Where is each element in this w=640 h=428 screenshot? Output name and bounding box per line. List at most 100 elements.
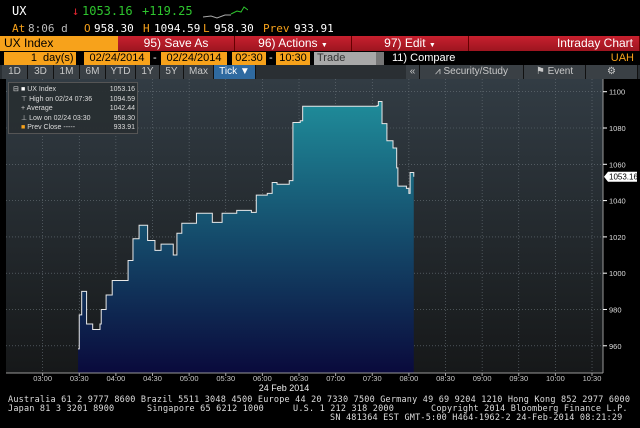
- high-label: H: [143, 22, 150, 35]
- net-change: +119.25: [142, 4, 193, 18]
- range-tabs: 1D 3D 1M 6M YTD 1Y 5Y Max Tick ▼ « ⩘ Sec…: [0, 65, 640, 79]
- settings-button[interactable]: ⚙: [586, 65, 638, 79]
- chart-title: Intraday Chart: [469, 36, 640, 51]
- edit-menu[interactable]: 97) Edit ▼: [352, 36, 469, 51]
- tab-3d[interactable]: 3D: [28, 65, 54, 79]
- actions-menu[interactable]: 96) Actions ▼: [235, 36, 352, 51]
- open-label: O: [84, 22, 91, 35]
- legend-label: Average: [26, 105, 53, 112]
- y-tick-label: 1020: [609, 233, 626, 242]
- legend-row: + Average 1042.44: [21, 104, 135, 113]
- high-value: 1094.59: [154, 22, 201, 35]
- last-price: 1053.16: [82, 4, 133, 18]
- period-input[interactable]: 1: [4, 52, 40, 65]
- currency[interactable]: UAH: [610, 52, 634, 64]
- legend-value: 933.91: [113, 124, 135, 131]
- legend-label: High on 02/24 07:36: [29, 95, 93, 103]
- controls-row: 1 day(s) 02/24/2014 - 02/24/2014 02:30 -…: [0, 52, 640, 65]
- y-tick-label: 1060: [609, 160, 626, 169]
- field-select[interactable]: Trade: [314, 52, 376, 65]
- event-label: Event: [547, 66, 574, 77]
- x-tick-label: 04:30: [143, 374, 162, 383]
- footer-japan: Japan 81 3 3201 8900: [8, 404, 115, 414]
- legend-row: ■ UX Index 1053.16: [21, 85, 135, 94]
- tab-5y[interactable]: 5Y: [160, 65, 184, 79]
- tab-1d[interactable]: 1D: [2, 65, 28, 79]
- prev-label: Prev: [263, 22, 290, 35]
- x-tick-label: 08:30: [436, 374, 455, 383]
- x-tick-label: 10:30: [583, 374, 602, 383]
- at-label: At: [12, 22, 26, 35]
- x-tick-label: 09:00: [473, 374, 492, 383]
- x-tick-label: 05:00: [180, 374, 199, 383]
- compare-button[interactable]: 11) Compare: [392, 52, 456, 64]
- start-time-input[interactable]: 02:30: [232, 52, 266, 65]
- legend-icon: ⊤: [21, 95, 28, 103]
- tab-tick[interactable]: Tick ▼: [214, 65, 256, 79]
- x-tick-label: 03:30: [70, 374, 89, 383]
- tab-ytd[interactable]: YTD: [106, 65, 136, 79]
- y-tick-label: 1100: [609, 88, 625, 97]
- dropdown-icon: ▼: [428, 42, 436, 49]
- tab-max[interactable]: Max: [184, 65, 214, 79]
- legend-label: Low on 02/24 03:30: [29, 114, 91, 122]
- legend-row: ⊤ High on 02/24 07:36 1094.59: [21, 95, 135, 104]
- menu-bar: UX Index 95) Save As 96) Actions ▼ 97) E…: [0, 36, 640, 51]
- legend-icon: ⊥: [21, 114, 28, 122]
- prev-value: 933.91: [294, 22, 334, 35]
- legend-value: 1053.16: [109, 86, 135, 93]
- tab-1m[interactable]: 1M: [54, 65, 80, 79]
- y-tick-label: 1080: [609, 124, 626, 133]
- x-tick-label: 10:00: [546, 374, 565, 383]
- actions-label: 96) Actions: [258, 36, 318, 50]
- security-study-label: Security/Study: [443, 66, 508, 77]
- last-value-label: 1053.16: [609, 173, 638, 182]
- event-button[interactable]: ⚑ Event: [524, 65, 586, 79]
- period-unit[interactable]: day(s): [40, 52, 76, 65]
- down-arrow-icon: ↓: [72, 4, 80, 18]
- x-tick-label: 07:00: [326, 374, 345, 383]
- legend-value: 1042.44: [109, 105, 135, 112]
- y-tick-label: 980: [609, 305, 622, 314]
- x-tick-label: 08:00: [399, 374, 418, 383]
- footer-phones: Australia 61 2 9777 8600 Brazil 5511 304…: [8, 395, 631, 405]
- footer-session: SN 481364 EST GMT-5:00 H464-1962-2 24-Fe…: [330, 413, 623, 423]
- footer-copyright: Copyright 2014 Bloomberg Finance L.P.: [431, 404, 628, 414]
- y-tick-label: 1000: [609, 269, 626, 278]
- gear-icon: ⚙: [607, 66, 616, 77]
- edit-label: 97) Edit: [384, 36, 426, 50]
- tab-1y[interactable]: 1Y: [136, 65, 160, 79]
- end-time-input[interactable]: 10:30: [276, 52, 310, 65]
- save-as-button[interactable]: 95) Save As: [118, 36, 235, 51]
- footer-singapore: Singapore 65 6212 1000: [147, 404, 264, 414]
- collapse-button[interactable]: «: [406, 65, 420, 79]
- ticker: UX: [12, 4, 27, 18]
- open-value: 958.30: [94, 22, 134, 35]
- security-field[interactable]: UX Index: [0, 36, 118, 51]
- field-dropdown-icon[interactable]: [376, 52, 384, 65]
- y-tick-label: 1040: [609, 197, 626, 206]
- start-date-input[interactable]: 02/24/2014: [84, 52, 150, 65]
- x-tick-label: 04:00: [106, 374, 125, 383]
- price-area: [78, 101, 414, 373]
- y-tick-label: 960: [609, 342, 622, 351]
- price-line: [78, 101, 415, 350]
- legend-value: 958.30: [113, 114, 135, 122]
- legend: ⊟ ■ UX Index 1053.16 ⊤ High on 02/24 07:36…: [8, 82, 138, 134]
- time-dash: -: [269, 52, 273, 64]
- end-date-input[interactable]: 02/24/2014: [161, 52, 227, 65]
- dropdown-icon: ▼: [320, 42, 328, 49]
- x-tick-label: 07:30: [363, 374, 382, 383]
- legend-icon: +: [21, 105, 26, 112]
- quote-time: 8:06 d: [28, 22, 68, 35]
- legend-row: ⊥ Low on 02/24 03:30 958.30: [21, 114, 135, 123]
- low-value: 958.30: [214, 22, 254, 35]
- sparkline-icon: [203, 6, 248, 19]
- x-tick-label: 09:30: [509, 374, 528, 383]
- legend-value: 1094.59: [109, 95, 135, 103]
- tab-6m[interactable]: 6M: [80, 65, 106, 79]
- security-study-button[interactable]: ⩘ Security/Study: [420, 65, 524, 79]
- legend-icon: ■: [21, 124, 26, 131]
- legend-collapse-icon[interactable]: ⊟: [13, 86, 19, 93]
- flag-icon: ⚑: [535, 66, 545, 77]
